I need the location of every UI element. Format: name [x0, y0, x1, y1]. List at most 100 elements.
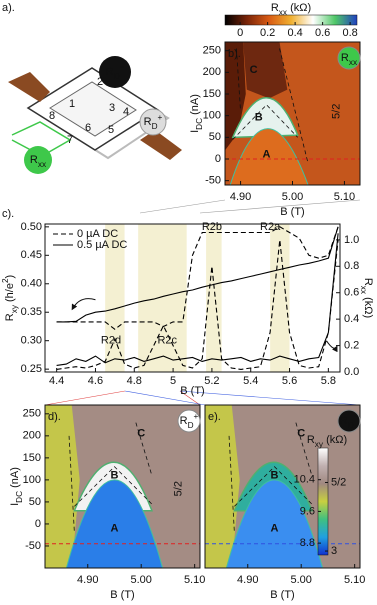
- colorbar-label: Rxx (kΩ): [271, 2, 311, 17]
- x-axis-label: B (T): [270, 589, 294, 601]
- label-part: (nA): [9, 467, 21, 491]
- y-axis-label: IDC (nA): [189, 94, 204, 133]
- shaded-band: [138, 224, 187, 372]
- contact-label: 7: [67, 134, 73, 146]
- region-label: B: [255, 112, 263, 124]
- contact-label: 4: [123, 106, 129, 118]
- x-tick-label: 5.00: [130, 574, 151, 586]
- colorbar: [224, 14, 358, 26]
- series-line: [56, 226, 339, 323]
- y-axis-label: IDC (nA): [9, 467, 24, 506]
- label-part: (kΩ): [323, 434, 347, 446]
- heatmap: [225, 42, 360, 185]
- guide-line: [232, 104, 298, 140]
- panel-label: c).: [2, 208, 14, 220]
- y-tick-label: 100: [23, 474, 41, 486]
- x-axis-label: B (T): [110, 589, 134, 601]
- x-tick-label: 5.10: [344, 574, 365, 586]
- x-tick-label: 4.90: [230, 191, 251, 203]
- current-arrow: [140, 130, 182, 160]
- colorbar-tick-label: 0.8: [342, 27, 357, 39]
- label-part: R: [106, 66, 114, 78]
- label-part: (kΩ): [362, 294, 374, 318]
- label-part: xx: [38, 160, 47, 169]
- contact-label: 2: [97, 76, 103, 88]
- y-tick-label: 0: [35, 518, 41, 530]
- y-tick-label: 50: [29, 496, 41, 508]
- x-axis-label: B (T): [180, 385, 204, 397]
- colorbar-tick-label: 10.4: [294, 474, 315, 486]
- label-part: xy: [10, 304, 19, 313]
- x-tick-label: 5.00: [282, 191, 303, 203]
- y-tick-label: 0.50: [21, 221, 42, 233]
- label-part: R: [341, 52, 349, 64]
- filling-label: 5/2: [173, 481, 185, 496]
- badge-label: Rxx: [341, 52, 358, 67]
- label-part: R: [362, 278, 374, 286]
- zoom-line: [139, 199, 226, 214]
- label-part: −: [120, 63, 125, 72]
- x-tick-label: 5.10: [334, 191, 355, 203]
- guide-line: [228, 435, 235, 533]
- plot-frame: [204, 404, 361, 569]
- x-tick-label: 5.8: [321, 375, 336, 387]
- label-part: xx: [359, 286, 368, 295]
- colorbar: [317, 447, 329, 556]
- zoom-line: [124, 390, 206, 406]
- probe-circle: [99, 56, 131, 88]
- y2-tick-label: 0.2: [344, 339, 359, 351]
- plot-frame: [44, 404, 201, 569]
- label-part: R: [271, 2, 279, 14]
- badge-label: RD+: [180, 412, 199, 430]
- heat-region: [65, 479, 164, 568]
- annotation: R2a: [260, 221, 281, 233]
- x-tick-label: 5.6: [282, 375, 297, 387]
- colorbar-tick-label: 8.8: [300, 537, 315, 549]
- contact-label: 3: [109, 102, 115, 114]
- guide-line: [234, 466, 313, 507]
- badge-label: RD−: [340, 412, 359, 430]
- zoom-line: [179, 390, 361, 406]
- guide-line: [74, 466, 153, 507]
- colorbar-mark-label: 5/2: [331, 476, 346, 488]
- label-part: xx: [349, 58, 358, 67]
- contact-label: 6: [85, 122, 91, 134]
- heat-region: [225, 42, 246, 151]
- label-part: ): [4, 275, 16, 279]
- heatmap: [45, 405, 200, 568]
- annotation: R2b: [202, 221, 222, 233]
- y2-tick-label: 1.0: [344, 234, 359, 246]
- colorbar-tick-label: 0.6: [315, 27, 330, 39]
- contact-label: 1: [69, 98, 75, 110]
- label-part: R: [30, 154, 38, 166]
- heat-region: [225, 479, 324, 568]
- badge: [337, 46, 361, 70]
- y-tick-label: 0.35: [21, 306, 42, 318]
- panel-label: b).: [228, 48, 241, 60]
- y2-tick-label: 0.8: [344, 260, 359, 272]
- region-label: A: [271, 522, 279, 534]
- zoom-line: [199, 199, 361, 214]
- colorbar-tick-label: 9.6: [300, 505, 315, 517]
- label-part: 2: [1, 278, 10, 283]
- axis-arrow: [71, 298, 96, 311]
- x-tick-label: 4.90: [237, 574, 258, 586]
- label-part: (kΩ): [287, 2, 311, 14]
- shaded-band: [105, 224, 125, 372]
- label-part: R: [180, 415, 188, 427]
- y2-axis-label: Rxx (kΩ): [359, 278, 374, 318]
- y-tick-label: 200: [23, 430, 41, 442]
- y-tick-label: 250: [203, 45, 221, 57]
- y-tick-label: 0: [215, 153, 221, 165]
- label-part: R: [307, 434, 315, 446]
- label-part: D: [348, 421, 354, 430]
- schematic: [8, 56, 182, 174]
- label-part: D: [152, 122, 158, 131]
- y-tick-label: 150: [203, 88, 221, 100]
- region-label: A: [263, 149, 271, 161]
- panel-label: a).: [2, 2, 15, 14]
- guide-line: [236, 48, 241, 112]
- x-tick-label: 4.4: [49, 375, 64, 387]
- y-tick-label: -50: [205, 175, 221, 187]
